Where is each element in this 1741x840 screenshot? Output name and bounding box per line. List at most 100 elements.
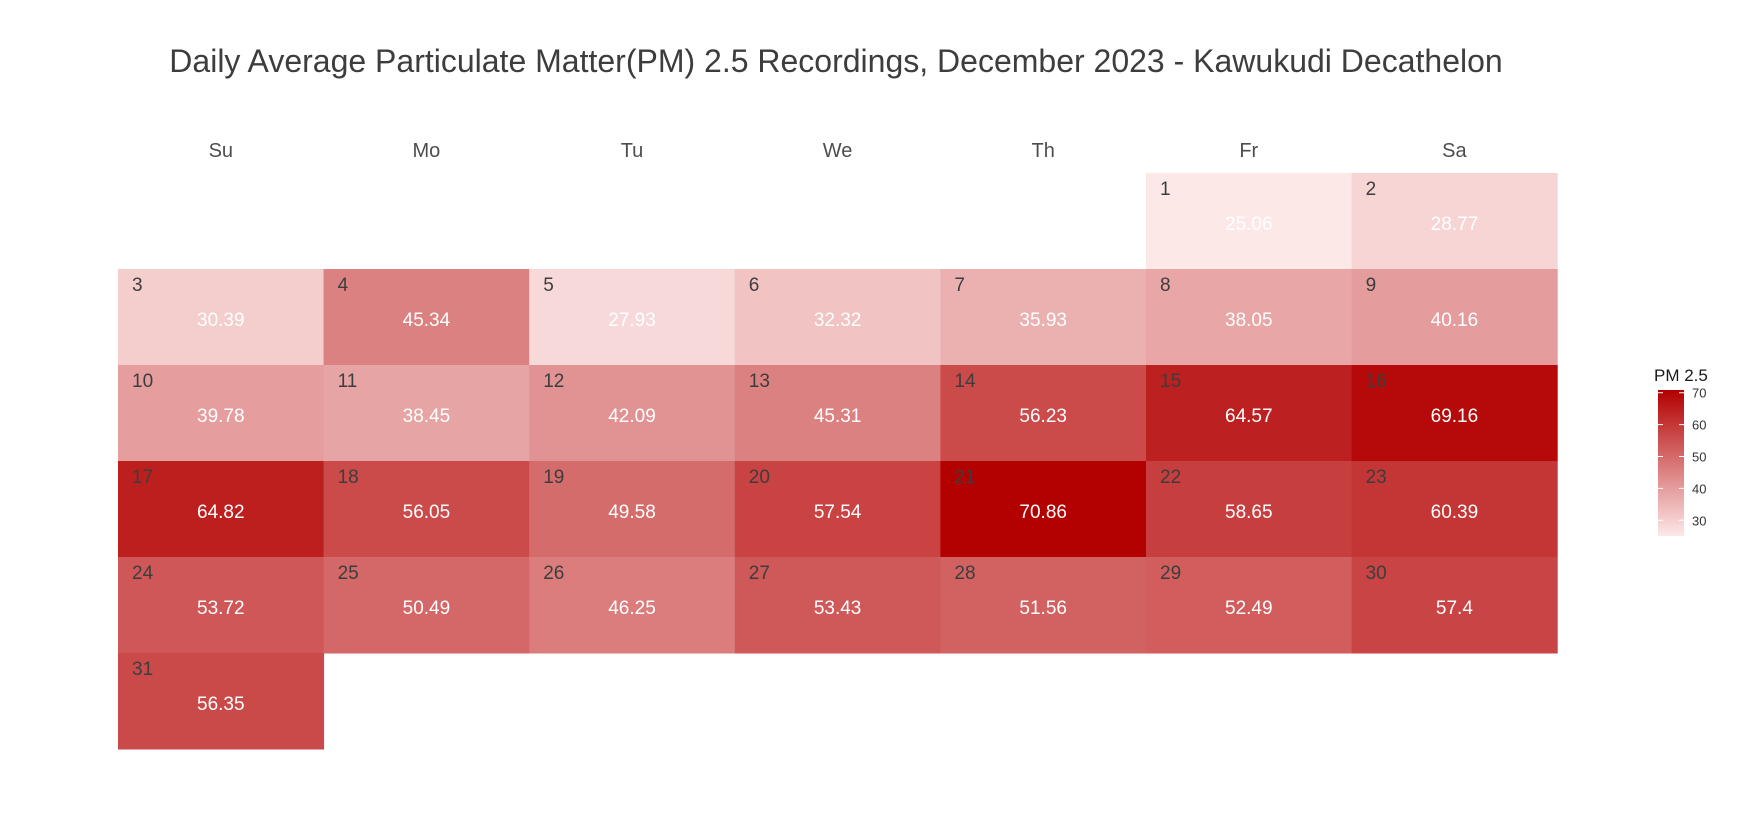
calendar-cell-day-15: 15 64.57 xyxy=(1146,365,1353,462)
weekday-label-we: We xyxy=(823,140,853,162)
calendar-cell-day-22: 22 58.65 xyxy=(1146,461,1353,558)
pm25-value-label: 49.58 xyxy=(608,502,656,523)
calendar-cell-day-19: 19 49.58 xyxy=(529,461,736,558)
day-cell-tile xyxy=(734,461,941,558)
pm25-value-label: 53.43 xyxy=(814,598,862,619)
day-number-label: 3 xyxy=(132,275,143,296)
pm25-value-label: 45.31 xyxy=(814,406,862,427)
calendar-cell-day-27: 27 53.43 xyxy=(734,557,941,654)
day-cell-tile xyxy=(734,269,941,366)
calendar-cell-day-3: 330.39 xyxy=(118,269,325,366)
calendar-cell-day-2: 228.77 xyxy=(1351,173,1558,270)
calendar-cell-day-6: 632.32 xyxy=(734,269,941,366)
pm25-value-label: 30.39 xyxy=(197,310,245,331)
day-cell-tile xyxy=(1146,557,1353,654)
day-number-label: 4 xyxy=(338,275,349,296)
weekday-header-row: Su Mo Tu We Th Fr Sa xyxy=(209,140,1468,162)
day-number-label: 22 xyxy=(1160,467,1181,488)
day-cell-tile xyxy=(1146,269,1353,366)
day-cell-tile xyxy=(1351,461,1558,558)
calendar-cell-day-21: 21 70.86 xyxy=(940,461,1147,558)
calendar-cell-day-8: 838.05 xyxy=(1146,269,1353,366)
legend-tick-label: 60 xyxy=(1692,418,1706,433)
day-cell-tile xyxy=(1146,461,1353,558)
day-number-label: 14 xyxy=(954,371,976,392)
day-number-label: 8 xyxy=(1160,275,1171,296)
legend-tick-label: 50 xyxy=(1692,449,1706,464)
pm25-value-label: 56.05 xyxy=(403,502,451,523)
day-number-label: 7 xyxy=(954,275,965,296)
day-cell-tile xyxy=(323,365,530,462)
pm25-value-label: 38.45 xyxy=(403,406,451,427)
day-cell-tile xyxy=(940,461,1147,558)
pm25-value-label: 70.86 xyxy=(1019,502,1067,523)
day-cell-tile xyxy=(1351,557,1558,654)
calendar-cell-day-31: 31 56.35 xyxy=(118,653,325,750)
day-number-label: 24 xyxy=(132,563,154,584)
day-cell-tile xyxy=(118,365,325,462)
calendar-cell-day-5: 527.93 xyxy=(529,269,736,366)
pm25-value-label: 64.57 xyxy=(1225,406,1273,427)
calendar-cell-day-9: 940.16 xyxy=(1351,269,1558,366)
day-number-label: 11 xyxy=(338,371,358,392)
day-number-label: 10 xyxy=(132,371,153,392)
day-number-label: 6 xyxy=(749,275,760,296)
day-number-label: 17 xyxy=(132,467,153,488)
pm25-value-label: 60.39 xyxy=(1431,502,1479,523)
pm25-value-label: 35.93 xyxy=(1019,310,1067,331)
calendar-cell-day-24: 24 53.72 xyxy=(118,557,325,654)
calendar-cell-day-14: 14 56.23 xyxy=(940,365,1147,462)
calendar-cell-day-25: 25 50.49 xyxy=(323,557,530,654)
pm25-value-label: 64.82 xyxy=(197,502,245,523)
day-cell-tile xyxy=(1351,173,1558,270)
day-number-label: 1 xyxy=(1160,179,1171,200)
day-cell-tile xyxy=(323,269,530,366)
day-number-label: 30 xyxy=(1366,563,1387,584)
day-number-label: 29 xyxy=(1160,563,1181,584)
pm25-value-label: 57.54 xyxy=(814,502,862,523)
calendar-cell-day-29: 29 52.49 xyxy=(1146,557,1353,654)
day-cell-tile xyxy=(1351,269,1558,366)
day-cell-tile xyxy=(734,557,941,654)
weekday-label-sa: Sa xyxy=(1442,140,1467,162)
weekday-label-th: Th xyxy=(1032,140,1055,162)
pm25-value-label: 45.34 xyxy=(403,310,451,331)
day-number-label: 9 xyxy=(1366,275,1377,296)
pm25-value-label: 50.49 xyxy=(403,598,451,619)
pm25-value-label: 28.77 xyxy=(1431,214,1479,235)
calendar-cell-day-17: 17 64.82 xyxy=(118,461,325,558)
day-cell-tile xyxy=(734,365,941,462)
day-cell-tile xyxy=(529,461,736,558)
legend-colorbar xyxy=(1658,390,1684,536)
calendar-cell-day-1: 125.06 xyxy=(1146,173,1353,270)
legend-title: PM 2.5 xyxy=(1654,366,1708,385)
day-number-label: 19 xyxy=(543,467,564,488)
pm25-value-label: 56.35 xyxy=(197,694,245,715)
pm25-value-label: 53.72 xyxy=(197,598,245,619)
calendar-cell-day-13: 13 45.31 xyxy=(734,365,941,462)
pm25-value-label: 51.56 xyxy=(1019,598,1067,619)
calendar-cell-day-11: 11 38.45 xyxy=(323,365,530,462)
day-cell-tile xyxy=(118,269,325,366)
legend-tick-label: 40 xyxy=(1692,481,1706,496)
legend-tick-label: 30 xyxy=(1692,513,1706,528)
day-number-label: 18 xyxy=(338,467,359,488)
weekday-label-mo: Mo xyxy=(413,140,441,162)
day-cell-tile xyxy=(118,653,325,750)
calendar-cell-day-16: 16 69.16 xyxy=(1351,365,1558,462)
calendar-cell-day-30: 30 57.4 xyxy=(1351,557,1558,654)
pm25-value-label: 38.05 xyxy=(1225,310,1273,331)
calendar-cell-day-26: 26 46.25 xyxy=(529,557,736,654)
day-cell-tile xyxy=(529,269,736,366)
pm25-value-label: 25.06 xyxy=(1225,214,1273,235)
pm25-value-label: 40.16 xyxy=(1431,310,1479,331)
day-number-label: 15 xyxy=(1160,371,1181,392)
day-number-label: 13 xyxy=(749,371,770,392)
pm25-value-label: 56.23 xyxy=(1019,406,1067,427)
day-number-label: 31 xyxy=(132,659,153,680)
calendar-cell-day-10: 10 39.78 xyxy=(118,365,325,462)
pm25-value-label: 52.49 xyxy=(1225,598,1273,619)
pm25-value-label: 39.78 xyxy=(197,406,245,427)
day-number-label: 27 xyxy=(749,563,770,584)
